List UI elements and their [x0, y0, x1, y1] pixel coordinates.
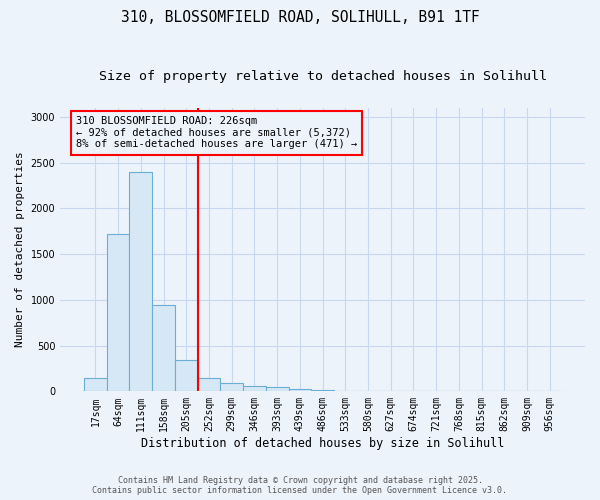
Bar — [243, 386, 266, 392]
Bar — [152, 306, 175, 392]
Text: 310 BLOSSOMFIELD ROAD: 226sqm
← 92% of detached houses are smaller (5,372)
8% of: 310 BLOSSOMFIELD ROAD: 226sqm ← 92% of d… — [76, 116, 357, 150]
Bar — [107, 234, 130, 392]
Bar — [311, 390, 334, 392]
X-axis label: Distribution of detached houses by size in Solihull: Distribution of detached houses by size … — [141, 437, 504, 450]
Bar — [197, 378, 220, 392]
Bar — [220, 383, 243, 392]
Bar — [175, 360, 197, 392]
Text: 310, BLOSSOMFIELD ROAD, SOLIHULL, B91 1TF: 310, BLOSSOMFIELD ROAD, SOLIHULL, B91 1T… — [121, 10, 479, 25]
Title: Size of property relative to detached houses in Solihull: Size of property relative to detached ho… — [98, 70, 547, 83]
Text: Contains HM Land Registry data © Crown copyright and database right 2025.
Contai: Contains HM Land Registry data © Crown c… — [92, 476, 508, 495]
Bar — [266, 387, 289, 392]
Bar — [84, 378, 107, 392]
Y-axis label: Number of detached properties: Number of detached properties — [15, 152, 25, 348]
Bar — [289, 388, 311, 392]
Bar — [130, 172, 152, 392]
